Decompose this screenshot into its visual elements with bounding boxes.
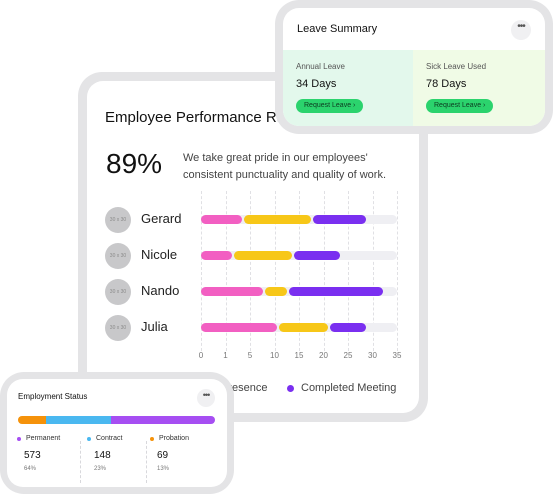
x-tick-label: 30 [368,351,377,360]
chart-gridline [201,191,202,351]
leave-summary-title: Leave Summary [297,23,378,35]
legend-item: Completed Meeting [287,382,396,394]
bar-segment-pink[interactable] [201,251,233,260]
chart-gridline [274,191,276,351]
status-divider [146,441,147,483]
sick-leave-value: 78 Days [426,78,467,90]
employment-status-body: Employment Status ••• Permanent 573 64% … [7,379,227,487]
permanent-count: 573 [24,450,41,461]
status-bar-segment [45,416,111,424]
employment-more-icon[interactable]: ••• [197,389,215,407]
legend-dot [287,384,294,392]
chart-gridline [348,191,349,351]
x-tick-label: 0 [198,351,204,360]
contract-count: 148 [94,450,111,461]
employee-avatar: 30 x 30 [105,207,131,233]
status-permanent: Permanent 573 64% [17,435,77,472]
employee-name: Gerard [141,211,182,226]
leave-summary-card: Leave Summary ••• Annual Leave 34 Days R… [275,0,553,134]
employee-avatar: 30 x 30 [105,243,131,269]
x-tick-label: 10 [270,351,279,360]
request-annual-leave-button[interactable]: Request Leave › [296,99,364,113]
contract-percent: 23% [94,466,107,472]
chart-gridline [323,191,325,351]
chart-gridline [225,191,227,351]
chart-gridline [397,191,398,351]
sick-leave-label: Sick Leave Used [426,62,487,71]
annual-leave-value: 34 Days [296,78,337,90]
employee-avatar: 30 x 30 [105,279,131,305]
employment-status-bar [18,416,215,424]
x-tick-label: 25 [343,351,353,360]
leave-summary-body: Leave Summary ••• Annual Leave 34 Days R… [283,8,545,126]
employment-status-card: Employment Status ••• Permanent 573 64% … [0,372,234,494]
status-bar-segment [18,416,46,424]
x-tick-label: 20 [319,351,328,360]
x-tick-label: 1 [223,351,228,360]
probation-count: 69 [157,450,169,461]
employee-name: Nicole [141,247,178,262]
permanent-percent: 64% [24,466,37,472]
probation-percent: 13% [157,466,170,472]
bar-segment-yellow[interactable] [265,287,288,296]
chart-gridline [299,191,300,351]
contract-dot [87,436,91,441]
performance-description: We take great pride in our employees' co… [183,152,387,181]
permanent-dot [17,436,21,441]
bar-segment-yellow[interactable] [234,251,292,260]
legend-label: Completed Meeting [301,382,397,394]
leave-more-icon[interactable]: ••• [511,20,531,40]
bar-segment-pink[interactable] [201,287,264,296]
employee-name: Julia [141,319,168,334]
status-probation: Probation 69 13% [150,435,210,472]
performance-title: Employee Performance Ratings [105,109,317,126]
chart-gridline [372,191,374,351]
probation-dot [150,436,154,441]
permanent-label: Permanent [26,435,61,442]
status-contract: Contract 148 23% [87,435,147,472]
bar-segment-pink[interactable] [201,215,242,224]
bar-segment-yellow[interactable] [279,323,328,332]
x-tick-label: 35 [392,351,402,360]
employee-name: Nando [141,283,180,298]
bar-segment-purple[interactable] [293,251,340,260]
bar-segment-purple[interactable] [329,323,366,332]
request-sick-leave-button[interactable]: Request Leave › [426,99,494,113]
sick-leave-panel: Sick Leave Used 78 Days Request Leave › [413,50,545,126]
x-tick-label: 5 [247,351,253,360]
bar-segment-purple[interactable] [312,215,366,224]
contract-label: Contract [96,435,123,442]
status-bar-segment [110,416,215,424]
bar-segment-purple[interactable] [289,287,383,296]
annual-leave-panel: Annual Leave 34 Days Request Leave › [283,50,413,126]
x-tick-label: 15 [294,351,304,360]
chart-gridline [250,191,251,351]
bar-segment-yellow[interactable] [243,215,311,224]
bar-segment-pink[interactable] [201,323,278,332]
performance-card-body: Employee Performance Ratings 89% We take… [87,81,419,413]
annual-leave-label: Annual Leave [296,62,345,71]
performance-percent: 89% [106,148,163,179]
status-divider [80,441,81,483]
employment-status-title: Employment Status [18,392,88,401]
probation-label: Probation [159,435,189,442]
employee-avatar: 30 x 30 [105,315,131,341]
